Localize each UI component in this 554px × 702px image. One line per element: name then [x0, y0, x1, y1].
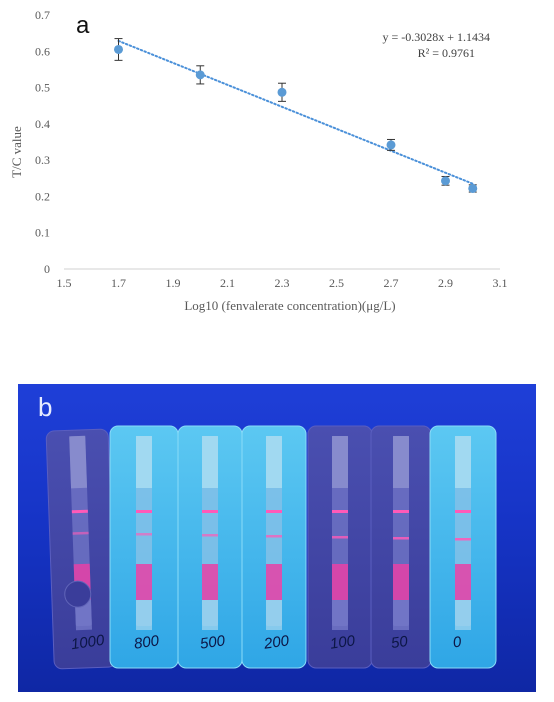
strip-card	[370, 425, 432, 669]
y-tick-label: 0.1	[35, 226, 50, 240]
x-tick-label: 3.1	[493, 276, 508, 290]
x-axis-title: Log10 (fenvalerate concentration)(μg/L)	[184, 298, 395, 313]
absorbent-pad	[455, 436, 471, 488]
absorbent-pad	[69, 435, 88, 489]
x-tick-label: 2.1	[220, 276, 235, 290]
data-point	[277, 87, 287, 97]
y-tick-label: 0.5	[35, 81, 50, 95]
conjugate-pad	[266, 564, 282, 600]
sample-well	[64, 580, 92, 608]
strip-card	[45, 428, 117, 670]
test-line	[332, 536, 348, 539]
control-line	[71, 509, 88, 514]
y-tick-label: 0.6	[35, 44, 50, 58]
sample-pad	[136, 600, 152, 630]
strip-concentration-label: 50	[389, 632, 409, 653]
control-line	[266, 510, 282, 513]
strip-concentration-label: 500	[198, 632, 227, 653]
absorbent-pad	[202, 436, 218, 488]
test-line	[455, 538, 471, 541]
data-point	[468, 183, 478, 193]
panel-label-b: b	[38, 392, 53, 422]
conjugate-pad	[393, 564, 409, 600]
control-line	[332, 510, 348, 513]
data-point	[441, 176, 450, 186]
x-tick-label: 2.7	[384, 276, 399, 290]
test-line	[136, 533, 152, 536]
test-line	[393, 537, 409, 540]
strip-concentration-label: 200	[262, 632, 291, 653]
test-line	[72, 531, 89, 535]
x-tick-label: 1.7	[111, 276, 126, 290]
data-point	[195, 70, 205, 80]
strip-card	[177, 425, 243, 669]
sample-pad	[266, 600, 282, 630]
sample-pad	[332, 600, 348, 630]
strip-concentration-label: 800	[132, 632, 161, 653]
x-tick-label: 2.5	[329, 276, 344, 290]
x-tick-label: 2.3	[275, 276, 290, 290]
y-tick-label: 0.2	[35, 189, 50, 203]
chart-panel: 0 0.1 0.2 0.3 0.4 0.5 0.6 0.7 1.5 1.7 1.9 2.1 2.3 2.5…	[0, 0, 554, 330]
y-tick-label: 0.7	[35, 8, 50, 22]
r-squared-label: R² = 0.9761	[418, 46, 475, 60]
y-tick-label: 0.4	[35, 117, 50, 131]
y-tick-label: 0	[44, 262, 50, 276]
scatter-chart: 0 0.1 0.2 0.3 0.4 0.5 0.6 0.7 1.5 1.7 1.9 2.1 2.3 2.5…	[9, 8, 508, 313]
conjugate-pad	[202, 564, 218, 600]
control-line	[202, 510, 218, 513]
photo-panel: b 1000 800 500 200 100 50 0	[18, 384, 536, 692]
x-tick-label: 2.9	[438, 276, 453, 290]
sample-pad	[455, 600, 471, 630]
strip-card	[307, 425, 373, 669]
test-strip-photo	[45, 425, 497, 670]
test-line	[202, 534, 218, 537]
strip-card	[241, 425, 307, 669]
data-point	[114, 44, 123, 54]
y-tick-label: 0.3	[35, 153, 50, 167]
control-line	[136, 510, 152, 513]
sample-pad	[393, 600, 409, 630]
absorbent-pad	[332, 436, 348, 488]
trendline-equation: y = -0.3028x + 1.1434	[382, 30, 490, 44]
panel-label-a: a	[76, 12, 90, 39]
x-tick-label: 1.9	[166, 276, 181, 290]
conjugate-pad	[136, 564, 152, 600]
x-tick-label: 1.5	[57, 276, 72, 290]
trendline	[117, 39, 474, 185]
control-line	[455, 510, 471, 513]
control-line	[393, 510, 409, 513]
absorbent-pad	[393, 436, 409, 488]
absorbent-pad	[136, 436, 152, 488]
conjugate-pad	[332, 564, 348, 600]
sample-pad	[202, 600, 218, 630]
strip-card	[429, 425, 497, 669]
absorbent-pad	[266, 436, 282, 488]
data-point	[386, 140, 396, 150]
strip-concentration-label: 100	[328, 632, 357, 653]
test-line	[266, 535, 282, 538]
strip-card	[109, 425, 179, 669]
y-axis-title: T/C value	[9, 126, 24, 178]
conjugate-pad	[455, 564, 471, 600]
